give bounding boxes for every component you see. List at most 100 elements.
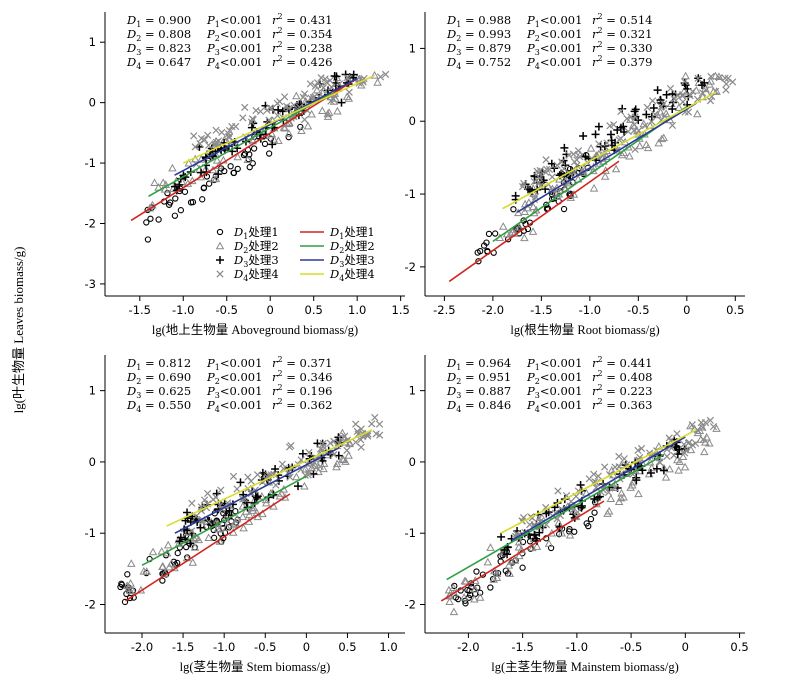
y-tick-label: -2 [85,216,96,230]
data-point [510,556,520,564]
data-point [175,180,184,189]
data-point [594,472,602,480]
data-point [531,193,540,201]
data-point [445,597,454,605]
data-point [553,161,561,169]
data-point [637,444,646,453]
regression-line-3 [174,446,340,534]
data-point [530,530,539,539]
data-point [548,173,556,181]
data-point [462,597,469,604]
data-point [330,71,339,80]
regression-lines [125,429,373,602]
data-point [190,542,200,551]
stat-line-4: D4 = 0.647 P4<0.001 r2 = 0.426 [126,54,332,71]
data-point [536,182,545,190]
data-point [595,140,603,148]
data-point [483,239,490,246]
data-point [168,163,177,172]
data-point [699,435,707,443]
data-point [665,464,674,473]
data-point [297,126,306,135]
x-tick-label: 0 [303,640,310,654]
data-point [589,183,599,192]
data-point [305,448,313,457]
data-point [216,501,224,510]
data-point [199,196,206,203]
data-point [357,80,366,89]
data-point [326,76,334,85]
data-point [192,512,200,521]
data-point [241,150,249,157]
data-point [196,523,205,532]
data-point [307,94,315,102]
data-point [230,169,238,177]
data-point [649,103,658,112]
data-point [693,109,702,118]
regression-line-2 [141,475,307,566]
data-point [542,509,551,518]
regression-lines [130,74,375,222]
data-point [544,539,554,547]
data-point [283,102,291,110]
data-point [617,150,627,159]
data-point [147,215,154,222]
data-point [632,473,641,482]
data-point [268,140,277,149]
data-point [706,97,715,105]
data-point [372,430,380,438]
data-point [266,150,273,157]
data-point [688,87,697,96]
data-point [515,223,524,231]
regression-line-1 [448,160,620,283]
data-point [652,464,661,473]
regression-line-1 [130,77,358,222]
data-point [536,517,544,526]
data-point [566,526,573,533]
data-point [505,569,515,577]
data-point [492,569,502,577]
data-point [492,230,499,237]
data-point [688,421,696,429]
data-point [183,526,192,535]
data-point [275,491,285,500]
data-point [341,457,350,465]
panel-2: -2 -1 0 1 -2.5 -2.0 -1.5 -1.0 -0.5 0 0.5 lg(根生物量 Ro… [405,12,745,337]
data-point [142,567,151,575]
data-point [722,86,730,94]
data-point [241,103,249,111]
data-point [614,497,624,506]
data-point [641,122,649,130]
data-point [668,104,677,113]
data-point [520,179,528,188]
data-point [591,130,600,139]
data-point [371,413,379,422]
x-tick-label: 0.5 [726,303,744,317]
data-point [205,141,213,149]
y-tick-label: 0 [89,455,96,469]
data-point [313,79,322,87]
data-point [175,537,184,546]
data-point [370,70,379,79]
data-point [604,488,613,496]
legend-point-label-3: D3处理3 [233,253,279,269]
data-point [229,472,238,481]
data-point [373,78,382,86]
x-tick-label: -1.5 [511,640,533,654]
data-point [615,452,623,461]
x-tick-label: 0.5 [305,303,323,317]
x-tick-label: 1.5 [392,303,410,317]
data-point [301,115,309,124]
regression-line-3 [174,77,358,176]
data-point [565,530,575,539]
data-point [124,571,131,578]
data-point [590,470,598,478]
data-point [191,143,199,151]
data-point [284,129,294,137]
y-tick-label: -1 [85,526,96,540]
data-point [144,206,151,214]
data-point [497,532,506,541]
data-point [724,74,732,82]
data-point [127,559,136,567]
